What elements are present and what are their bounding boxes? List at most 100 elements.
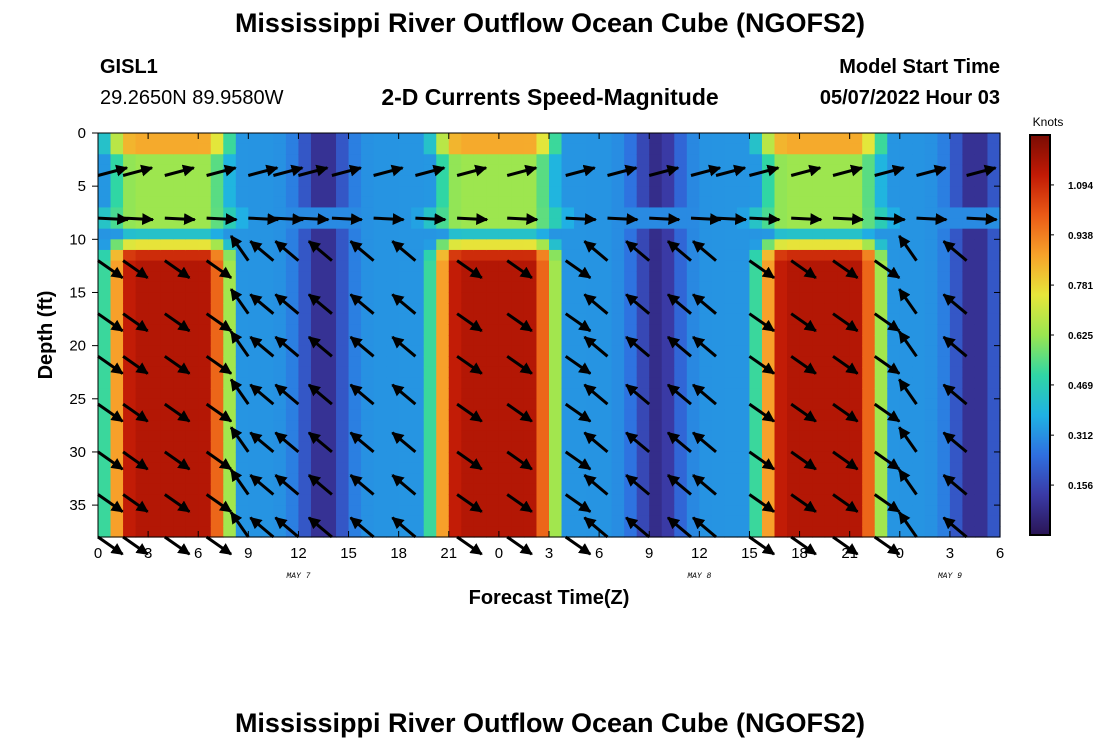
heatmap-cell bbox=[787, 164, 801, 177]
current-vector bbox=[667, 383, 692, 406]
heatmap-cell bbox=[962, 133, 976, 145]
heatmap-cell bbox=[248, 303, 262, 315]
heatmap-cell bbox=[824, 281, 838, 294]
heatmap-cell bbox=[273, 143, 287, 155]
current-vector bbox=[692, 335, 717, 358]
heatmap-cell bbox=[761, 441, 776, 453]
heatmap-cell bbox=[235, 515, 249, 527]
heatmap-cell bbox=[824, 175, 838, 187]
heatmap-cell bbox=[874, 430, 888, 442]
heatmap-cell bbox=[486, 377, 500, 389]
heatmap-cell bbox=[110, 281, 124, 294]
heatmap-cell bbox=[987, 143, 1001, 155]
heatmap-cell bbox=[586, 420, 600, 432]
heatmap-cell bbox=[761, 451, 776, 464]
heatmap-cell bbox=[699, 483, 713, 496]
heatmap-cell bbox=[636, 356, 650, 368]
heatmap-cell bbox=[711, 143, 725, 155]
heatmap-cell bbox=[636, 335, 650, 347]
current-vectors bbox=[97, 164, 998, 556]
heatmap-cell bbox=[498, 249, 513, 262]
current-vector bbox=[583, 240, 609, 262]
heatmap-cell bbox=[260, 324, 274, 336]
heatmap-cell bbox=[599, 196, 613, 209]
current-vector bbox=[249, 335, 275, 358]
heatmap-cell bbox=[448, 505, 462, 517]
heatmap-cell bbox=[899, 207, 913, 219]
heatmap-cell bbox=[849, 356, 863, 368]
heatmap-cell bbox=[386, 441, 400, 453]
heatmap-cell bbox=[624, 228, 638, 240]
heatmap-cell bbox=[398, 324, 412, 336]
current-vector bbox=[349, 335, 375, 358]
heatmap-cell bbox=[235, 239, 249, 251]
heatmap-cell bbox=[837, 377, 851, 389]
heatmap-cell bbox=[724, 335, 738, 347]
current-vector bbox=[391, 240, 417, 262]
heatmap-cell bbox=[473, 398, 487, 411]
heatmap-cell bbox=[486, 345, 500, 357]
heatmap-cell bbox=[323, 292, 337, 304]
heatmap-cell bbox=[787, 239, 801, 251]
heatmap-cell bbox=[135, 313, 149, 325]
heatmap-cell bbox=[411, 345, 425, 357]
current-vector bbox=[564, 493, 592, 513]
heatmap-cell bbox=[787, 451, 801, 464]
heatmap-cell bbox=[549, 143, 563, 155]
heatmap-cell bbox=[574, 441, 588, 453]
heatmap-cell bbox=[899, 526, 913, 538]
heatmap-cell bbox=[586, 494, 600, 506]
heatmap-cell bbox=[448, 133, 462, 145]
current-vector bbox=[715, 164, 747, 177]
heatmap-cell bbox=[599, 441, 613, 453]
heatmap-cell bbox=[549, 462, 563, 474]
heatmap-cell bbox=[636, 281, 650, 294]
heatmap-cell bbox=[736, 271, 751, 283]
heatmap-cell bbox=[373, 292, 387, 304]
heatmap-cell bbox=[912, 303, 926, 315]
heatmap-cell bbox=[398, 154, 412, 166]
heatmap-cell bbox=[736, 196, 751, 209]
heatmap-cell bbox=[974, 143, 989, 155]
heatmap-cell bbox=[837, 218, 851, 230]
current-vector bbox=[748, 312, 775, 333]
heatmap-cell bbox=[536, 271, 550, 283]
heatmap-cell bbox=[686, 324, 700, 336]
heatmap-cell bbox=[223, 420, 237, 432]
heatmap-cell bbox=[686, 164, 700, 177]
current-vector bbox=[667, 293, 692, 315]
current-vector bbox=[873, 493, 901, 513]
heatmap-cell bbox=[924, 143, 938, 155]
heatmap-cell bbox=[774, 196, 788, 209]
current-vector bbox=[456, 450, 483, 471]
heatmap-cell bbox=[774, 430, 788, 442]
heatmap-cell bbox=[924, 228, 938, 240]
heatmap-cell bbox=[123, 228, 137, 240]
heatmap-cell bbox=[448, 494, 462, 506]
heatmap-cell bbox=[223, 239, 237, 251]
heatmap-cell bbox=[887, 228, 901, 240]
heatmap-cell bbox=[210, 175, 224, 187]
heatmap-cell bbox=[235, 249, 249, 262]
heatmap-cell bbox=[599, 207, 613, 219]
current-vector bbox=[349, 240, 375, 262]
heatmap-cell bbox=[774, 133, 788, 145]
heatmap-cell bbox=[448, 207, 462, 219]
heatmap-cell bbox=[874, 196, 888, 209]
heatmap-cell bbox=[586, 228, 600, 240]
heatmap-cell bbox=[987, 228, 1001, 240]
heatmap-cell bbox=[974, 494, 989, 506]
heatmap-cell bbox=[937, 356, 951, 368]
heatmap-cell bbox=[348, 505, 362, 517]
heatmap-cell bbox=[285, 377, 300, 389]
heatmap-cell bbox=[761, 281, 776, 294]
heatmap-cell bbox=[599, 515, 613, 527]
heatmap-cell bbox=[411, 377, 425, 389]
heatmap-cell bbox=[398, 430, 412, 442]
heatmap-cell bbox=[837, 388, 851, 400]
heatmap-cell bbox=[398, 473, 412, 485]
heatmap-cell bbox=[436, 398, 450, 411]
heatmap-cell bbox=[812, 366, 826, 379]
heatmap-cell bbox=[674, 175, 688, 187]
heatmap-cell bbox=[285, 430, 300, 442]
